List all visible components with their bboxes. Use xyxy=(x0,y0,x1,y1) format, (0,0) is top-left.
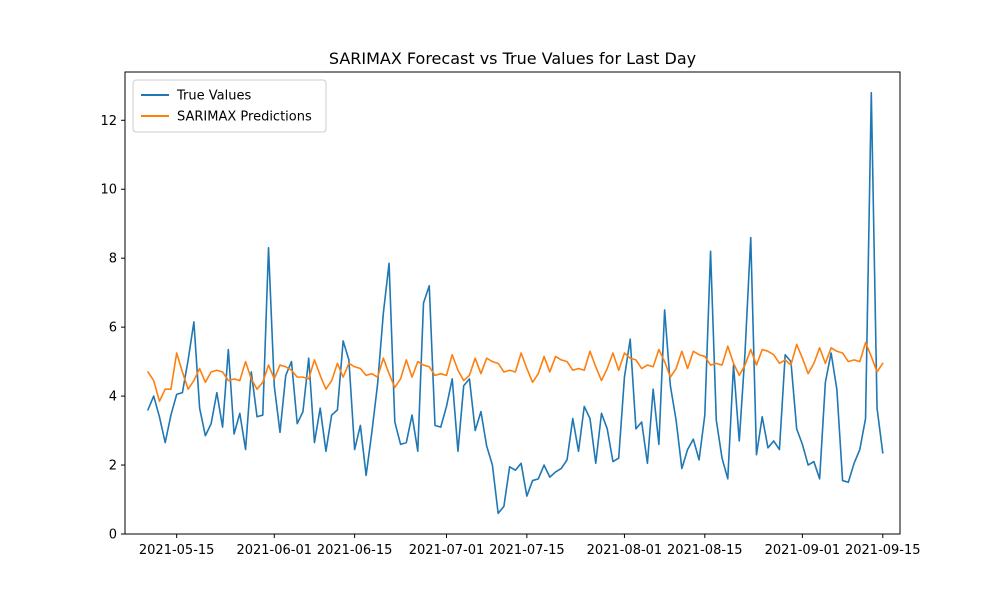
x-tick-label: 2021-08-15 xyxy=(667,543,743,558)
y-tick-label: 2 xyxy=(109,459,117,474)
y-tick-label: 12 xyxy=(100,114,117,129)
x-tick-label: 2021-05-15 xyxy=(139,543,215,558)
x-tick-label: 2021-09-01 xyxy=(765,543,841,558)
y-tick-label: 0 xyxy=(109,528,117,543)
legend-label: SARIMAX Predictions xyxy=(177,110,312,125)
series-layer xyxy=(147,91,884,515)
legend-label: True Values xyxy=(176,89,251,104)
plot-area xyxy=(124,71,901,535)
legend-box xyxy=(132,79,327,133)
y-tick-label: 10 xyxy=(100,183,117,198)
y-axis: 0 2 4 6 8 10 12 xyxy=(100,114,125,543)
plot-frame xyxy=(124,71,901,535)
x-tick-label: 2021-06-15 xyxy=(317,543,393,558)
series-line-sarimax-predictions xyxy=(147,341,884,403)
x-tick-label: 2021-07-15 xyxy=(489,543,565,558)
x-tick-label: 2021-07-01 xyxy=(409,543,485,558)
y-tick-label: 6 xyxy=(109,321,117,336)
y-tick-label: 4 xyxy=(109,390,117,405)
x-tick-label: 2021-08-01 xyxy=(587,543,663,558)
legend: True Values SARIMAX Predictions xyxy=(132,79,327,133)
x-tick-label: 2021-06-01 xyxy=(236,543,312,558)
y-tick-label: 8 xyxy=(109,252,117,267)
chart-title: SARIMAX Forecast vs True Values for Last… xyxy=(329,49,696,68)
series-line-true-values xyxy=(147,91,884,515)
x-axis: 2021-05-15 2021-06-01 2021-06-15 2021-07-01… xyxy=(139,534,921,558)
x-tick-label: 2021-09-15 xyxy=(845,543,921,558)
